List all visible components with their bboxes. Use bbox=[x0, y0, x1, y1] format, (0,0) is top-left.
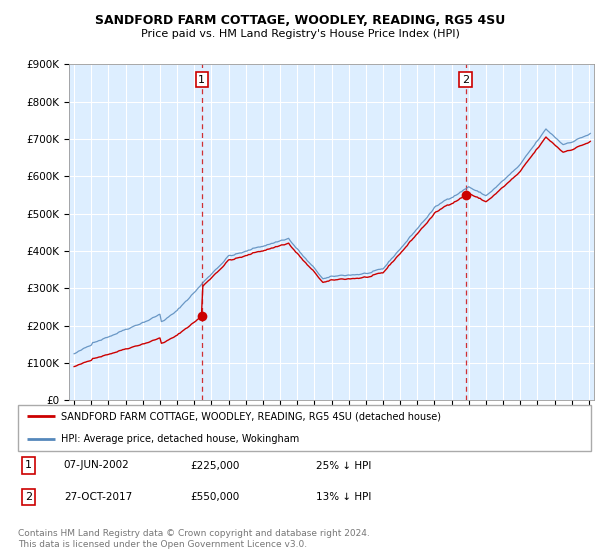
Text: 07-JUN-2002: 07-JUN-2002 bbox=[64, 460, 130, 470]
FancyBboxPatch shape bbox=[18, 405, 591, 451]
Text: 2: 2 bbox=[25, 492, 32, 502]
Text: 25% ↓ HPI: 25% ↓ HPI bbox=[316, 460, 371, 470]
Text: SANDFORD FARM COTTAGE, WOODLEY, READING, RG5 4SU (detached house): SANDFORD FARM COTTAGE, WOODLEY, READING,… bbox=[61, 412, 441, 421]
Text: HPI: Average price, detached house, Wokingham: HPI: Average price, detached house, Woki… bbox=[61, 435, 299, 444]
Text: SANDFORD FARM COTTAGE, WOODLEY, READING, RG5 4SU: SANDFORD FARM COTTAGE, WOODLEY, READING,… bbox=[95, 14, 505, 27]
Text: £550,000: £550,000 bbox=[190, 492, 239, 502]
Text: 2: 2 bbox=[462, 74, 469, 85]
Text: Contains HM Land Registry data © Crown copyright and database right 2024.
This d: Contains HM Land Registry data © Crown c… bbox=[18, 529, 370, 549]
Text: 13% ↓ HPI: 13% ↓ HPI bbox=[316, 492, 371, 502]
Text: Price paid vs. HM Land Registry's House Price Index (HPI): Price paid vs. HM Land Registry's House … bbox=[140, 29, 460, 39]
Text: 1: 1 bbox=[198, 74, 205, 85]
Text: 1: 1 bbox=[25, 460, 32, 470]
Text: £225,000: £225,000 bbox=[190, 460, 239, 470]
Text: 27-OCT-2017: 27-OCT-2017 bbox=[64, 492, 132, 502]
